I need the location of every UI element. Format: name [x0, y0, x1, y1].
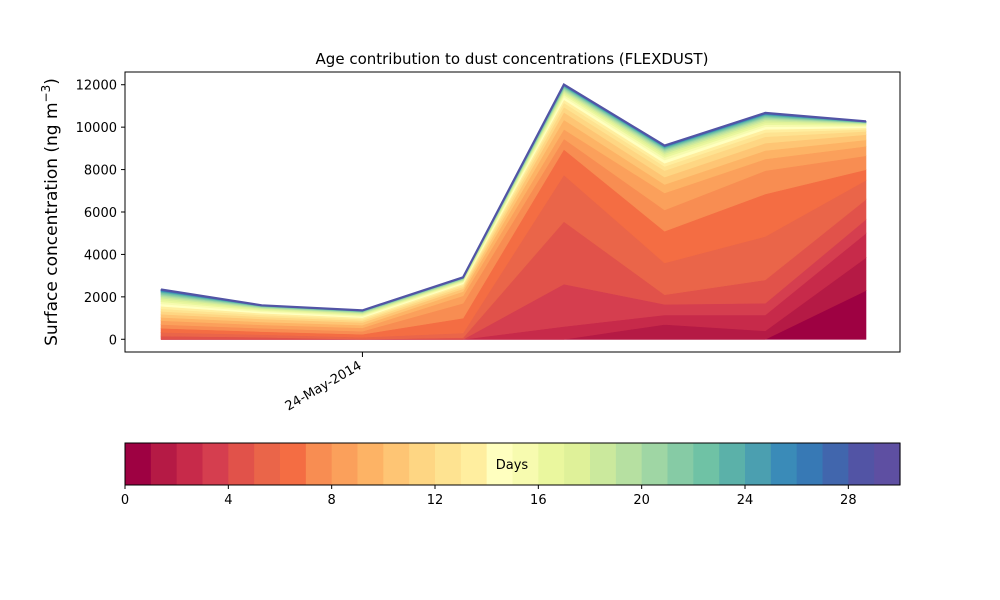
- colorbar-swatch: [409, 443, 436, 485]
- colorbar-tick-label: 4: [224, 493, 232, 508]
- colorbar: [125, 443, 901, 485]
- y-axis-ticks: 0 2000 4000 6000 8000 10000 12000: [76, 79, 125, 348]
- y-tick-label: 12000: [76, 79, 117, 94]
- colorbar-swatch: [202, 443, 229, 485]
- y-tick-label: 6000: [84, 206, 117, 221]
- y-tick-label: 0: [109, 333, 117, 348]
- colorbar-swatch: [745, 443, 772, 485]
- y-tick-label: 4000: [84, 248, 117, 263]
- colorbar-swatch: [693, 443, 720, 485]
- colorbar-swatch: [564, 443, 591, 485]
- colorbar-tick-label: 24: [737, 493, 754, 508]
- y-axis-label: Surface concentration (ng m−3): [39, 78, 62, 346]
- colorbar-swatch: [228, 443, 255, 485]
- colorbar-tick-label: 8: [328, 493, 336, 508]
- colorbar-swatch: [150, 443, 178, 485]
- colorbar-swatch: [512, 443, 539, 485]
- colorbar-swatch: [796, 443, 824, 485]
- colorbar-swatch: [125, 443, 152, 485]
- colorbar-tick-label: 16: [530, 493, 547, 508]
- colorbar-swatch: [280, 443, 307, 485]
- chart-title: Age contribution to dust concentrations …: [316, 50, 709, 68]
- colorbar-swatch: [874, 443, 901, 485]
- colorbar-tick-label: 12: [427, 493, 444, 508]
- colorbar-swatch: [254, 443, 281, 485]
- y-tick-label: 2000: [84, 291, 117, 306]
- colorbar-swatch: [848, 443, 875, 485]
- colorbar-swatch: [383, 443, 410, 485]
- colorbar-swatch: [460, 443, 488, 485]
- stacked-area-series: [160, 82, 867, 340]
- colorbar-tick-label: 0: [121, 493, 129, 508]
- colorbar-swatch: [486, 443, 514, 485]
- colorbar-swatch: [176, 443, 204, 485]
- colorbar-tick-label: 28: [840, 493, 857, 508]
- colorbar-label: Days: [496, 458, 529, 473]
- colorbar-swatch: [435, 443, 462, 485]
- colorbar-swatch: [357, 443, 384, 485]
- colorbar-swatch: [667, 443, 694, 485]
- colorbar-swatch: [770, 443, 798, 485]
- colorbar-tick-label: 20: [633, 493, 650, 508]
- y-tick-label: 10000: [76, 121, 117, 136]
- x-tick-label: 24-May-2014: [283, 358, 365, 414]
- colorbar-ticks: 0 4 8 12 16 20 24 28: [121, 485, 857, 508]
- colorbar-swatch: [615, 443, 643, 485]
- colorbar-swatch: [538, 443, 565, 485]
- colorbar-swatch: [331, 443, 359, 485]
- colorbar-swatch: [641, 443, 669, 485]
- colorbar-swatch: [590, 443, 617, 485]
- x-axis-ticks: 24-May-2014: [283, 352, 365, 414]
- colorbar-swatch: [719, 443, 746, 485]
- colorbar-frame: [124, 442, 901, 486]
- area-top-outline: [160, 82, 867, 312]
- y-tick-label: 8000: [84, 164, 117, 179]
- colorbar-swatch: [822, 443, 849, 485]
- colorbar-swatch: [305, 443, 333, 485]
